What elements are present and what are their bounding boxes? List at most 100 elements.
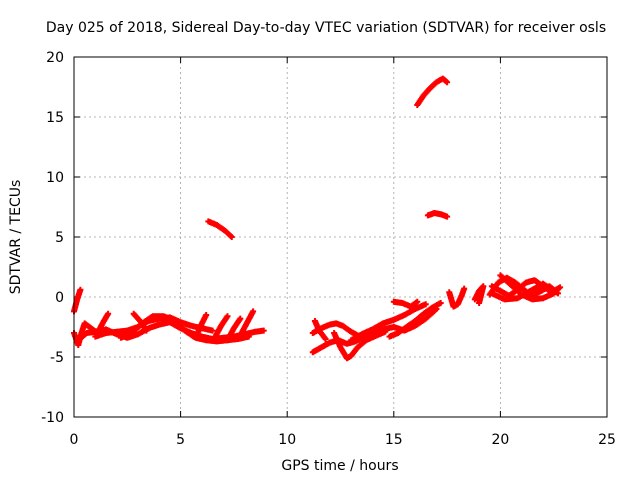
data-point: [515, 288, 522, 295]
data-point: [382, 328, 389, 335]
y-tick-label: 5: [55, 230, 64, 246]
data-point: [512, 279, 519, 286]
data-point: [432, 307, 439, 314]
data-point: [260, 327, 267, 334]
data-point: [415, 314, 422, 321]
y-axis-label: SDTVAR / TECUs: [8, 180, 24, 295]
data-point: [133, 325, 140, 332]
data-point: [444, 213, 451, 220]
data-point: [416, 313, 423, 320]
data-point: [508, 282, 515, 288]
data-point: [237, 315, 244, 322]
data-point: [360, 339, 367, 346]
data-point: [78, 334, 85, 341]
data-point: [518, 283, 525, 290]
y-tick-label: 20: [46, 50, 64, 66]
data-point: [355, 343, 362, 350]
data-point: [75, 337, 82, 344]
data-point: [503, 277, 510, 284]
data-point: [414, 298, 421, 305]
data-point: [209, 327, 216, 334]
data-point: [180, 326, 187, 333]
data-point: [500, 275, 507, 282]
x-tick-label: 25: [598, 432, 616, 448]
data-point: [444, 79, 451, 86]
x-axis-label: GPS time / hours: [281, 458, 398, 474]
data-point: [513, 280, 520, 287]
data-point: [76, 336, 83, 343]
data-point: [426, 312, 433, 319]
data-point: [418, 312, 425, 319]
data-point: [177, 323, 184, 330]
data-point: [425, 313, 432, 320]
data-point: [521, 280, 528, 287]
data-point: [504, 278, 511, 285]
data-point: [361, 338, 368, 345]
data-point: [82, 331, 89, 338]
data-point: [175, 322, 182, 329]
data-point: [134, 324, 141, 331]
data-point: [428, 310, 435, 317]
data-point: [505, 279, 512, 286]
data-point: [476, 300, 483, 306]
data-point: [554, 290, 561, 297]
x-tick-label: 20: [491, 432, 509, 448]
data-point: [135, 323, 142, 330]
x-tick-label: 15: [385, 432, 403, 448]
data-point: [178, 324, 185, 331]
data-point: [519, 285, 526, 292]
data-point: [429, 309, 436, 316]
data-point: [514, 281, 521, 288]
data-point: [431, 308, 438, 315]
data-point: [520, 281, 527, 288]
data-point: [510, 284, 517, 291]
data-point: [412, 318, 419, 324]
data-point: [552, 289, 559, 296]
data-points: [71, 75, 564, 362]
data-point: [516, 284, 523, 291]
data-point: [174, 321, 181, 328]
data-point: [513, 287, 520, 294]
y-tick-label: 10: [46, 170, 64, 186]
data-point: [179, 325, 186, 332]
data-point: [419, 311, 426, 318]
y-tick-label: 15: [46, 110, 64, 126]
data-point: [512, 286, 519, 293]
data-point: [77, 335, 84, 342]
data-point: [461, 285, 468, 292]
data-point: [171, 318, 178, 324]
y-tick-label: -10: [41, 410, 64, 426]
chart-title: Day 025 of 2018, Sidereal Day-to-day VTE…: [46, 20, 606, 36]
data-point: [129, 328, 136, 335]
data-point: [509, 283, 516, 290]
data-point: [358, 341, 365, 348]
y-tick-label: -5: [50, 350, 64, 366]
data-point: [354, 344, 361, 351]
data-point: [498, 273, 505, 280]
data-point: [130, 327, 137, 334]
data-point: [499, 274, 506, 281]
data-point: [516, 289, 523, 296]
x-tick-label: 0: [70, 432, 79, 448]
data-point: [359, 340, 366, 347]
data-point: [322, 336, 329, 342]
y-tick-label: 0: [55, 290, 64, 306]
data-point: [81, 332, 88, 339]
data-point: [356, 342, 363, 349]
data-point: [414, 315, 421, 322]
grid-lines: [74, 57, 607, 417]
data-point: [423, 314, 430, 321]
data-point: [497, 272, 504, 279]
data-point: [519, 282, 526, 289]
data-point: [128, 330, 135, 336]
data-point: [427, 311, 434, 318]
data-point: [245, 333, 252, 340]
data-point: [511, 285, 518, 292]
data-point: [228, 234, 235, 240]
data-point: [250, 308, 257, 315]
data-point: [557, 284, 564, 291]
data-point: [77, 286, 84, 293]
x-tick-label: 10: [278, 432, 296, 448]
data-point: [437, 300, 444, 306]
data-point: [422, 315, 429, 322]
